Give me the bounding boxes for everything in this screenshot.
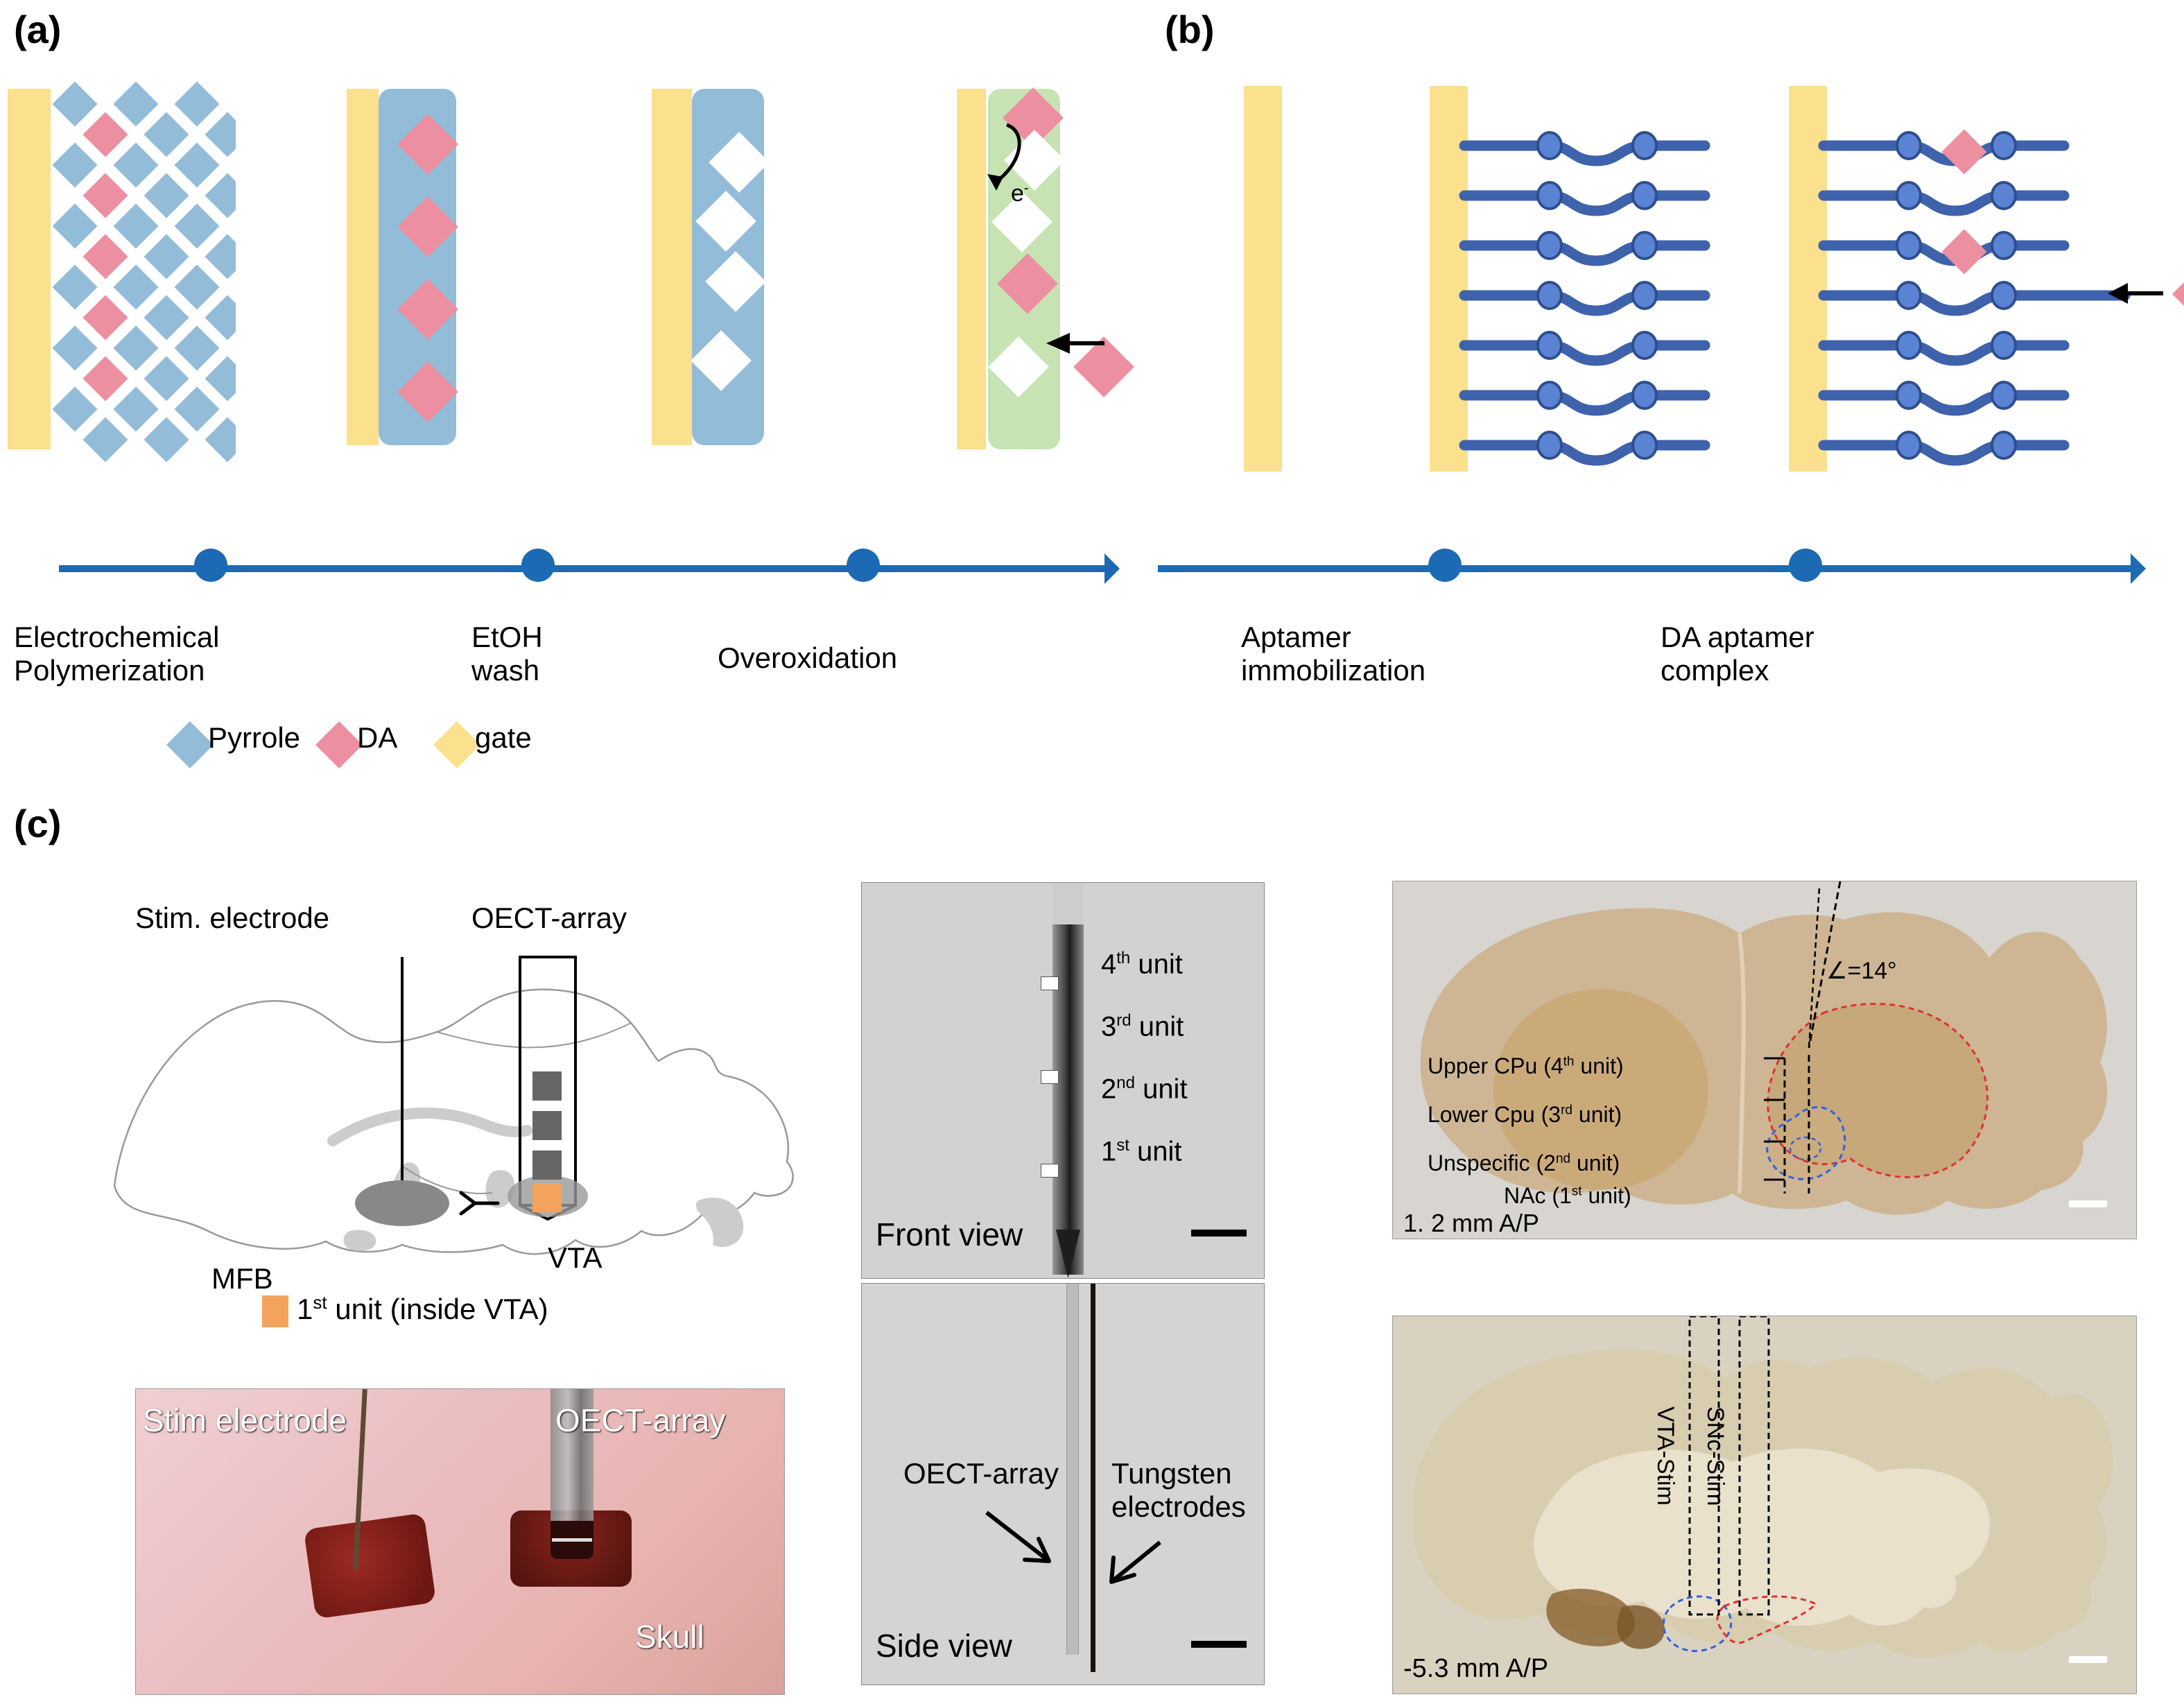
- svg-text:1. 2 mm A/P: 1. 2 mm A/P: [1403, 1209, 1539, 1237]
- svg-text:-5.3 mm A/P: -5.3 mm A/P: [1403, 1654, 1548, 1683]
- svg-text:∠=14°: ∠=14°: [1826, 958, 1897, 984]
